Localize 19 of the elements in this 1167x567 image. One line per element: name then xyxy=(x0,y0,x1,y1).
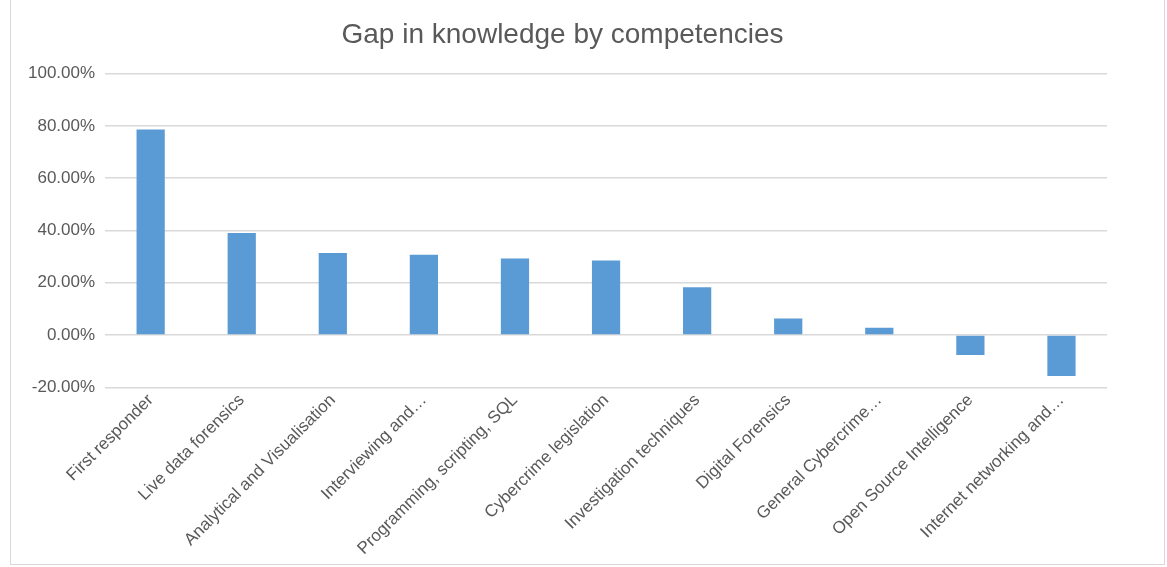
y-tick-label: 60.00% xyxy=(37,167,96,187)
bar xyxy=(865,327,894,335)
y-tick-label: 0.00% xyxy=(46,324,96,344)
y-tick-label: 100.00% xyxy=(27,63,96,83)
bar xyxy=(1047,335,1076,377)
bar xyxy=(227,233,256,335)
bar xyxy=(591,260,621,335)
y-tick-label: 20.00% xyxy=(37,272,96,292)
bar xyxy=(683,287,712,335)
bar xyxy=(956,335,985,356)
y-tick-label: -20.00% xyxy=(31,376,96,396)
bar xyxy=(136,129,165,335)
bar xyxy=(409,254,439,335)
y-tick-label: 40.00% xyxy=(37,220,96,240)
bar xyxy=(318,252,347,335)
bar xyxy=(500,258,530,335)
chart-title: Gap in knowledge by competencies xyxy=(341,17,784,49)
bar xyxy=(774,318,803,335)
y-tick-label: 80.00% xyxy=(37,115,96,135)
